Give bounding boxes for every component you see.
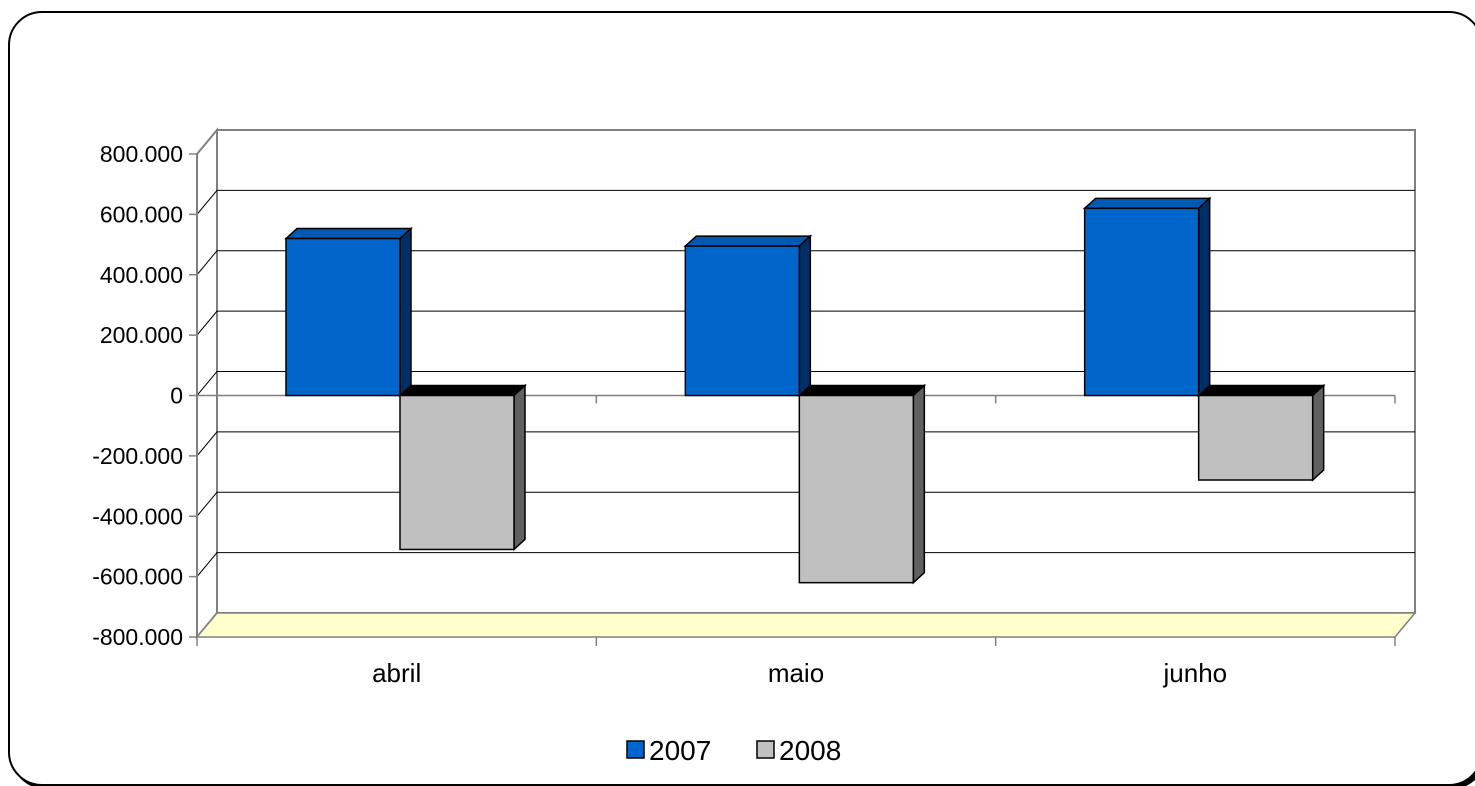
bar-junho-2008 <box>1196 383 1326 482</box>
legend-label-2008: 2008 <box>779 735 841 766</box>
bar-front-maio-2007 <box>684 245 801 397</box>
bar-side-maio-2008 <box>912 383 926 585</box>
y-tick-label: -800.000 <box>92 624 183 650</box>
gridline <box>196 431 1415 457</box>
gridline <box>196 310 1415 336</box>
gridline <box>196 250 1415 276</box>
bar-maio-2008 <box>797 383 927 585</box>
bar-front-maio-2008 <box>798 394 915 584</box>
gridline <box>196 371 1415 396</box>
bar-side-maio-2007 <box>798 234 812 398</box>
bar-side-abril-2008 <box>513 383 526 552</box>
x-axis-labels: abril maio junho <box>372 658 1227 688</box>
bar-front-junho-2007 <box>1083 207 1200 397</box>
bar-abril-2008 <box>398 383 527 552</box>
x-label-junho: junho <box>1163 658 1228 688</box>
bar-maio-2007 <box>683 234 813 398</box>
y-tick-label: 600.000 <box>100 201 183 227</box>
legend: 2007 2008 <box>626 735 841 766</box>
x-label-maio: maio <box>768 658 824 688</box>
bar-front-abril-2007 <box>285 237 401 397</box>
y-axis-ticks: 800.000 600.000 400.000 200.000 0 -200.000 -40… <box>92 141 183 650</box>
bar-abril-2007 <box>284 226 413 398</box>
bar-side-junho-2007 <box>1197 196 1211 398</box>
bar-side-junho-2008 <box>1311 383 1325 482</box>
bar-top-maio-2008 <box>797 384 927 397</box>
bar-top-abril-2007 <box>284 227 413 240</box>
bar-front-abril-2008 <box>399 394 515 551</box>
legend-swatch-2008 <box>756 740 775 759</box>
legend-swatch-2007 <box>626 740 645 759</box>
bar-top-abril-2008 <box>398 384 527 397</box>
y-tick-label: 200.000 <box>100 322 183 348</box>
legend-label-2007: 2007 <box>649 735 711 766</box>
bar-top-junho-2008 <box>1196 384 1326 397</box>
bar-top-junho-2007 <box>1082 197 1212 210</box>
gridlines <box>196 189 1415 577</box>
gridline <box>196 552 1415 577</box>
gridline <box>196 189 1415 215</box>
y-tick-label: -200.000 <box>92 443 183 469</box>
bars <box>284 196 1326 585</box>
bar-top-maio-2007 <box>683 235 813 247</box>
y-tick-label: 400.000 <box>100 262 183 288</box>
floor <box>195 612 1417 638</box>
bar-front-junho-2008 <box>1197 394 1314 481</box>
y-tick-label: 800.000 <box>100 141 183 167</box>
gridline <box>196 491 1415 517</box>
y-tick-label: -400.000 <box>92 503 183 529</box>
bar-junho-2007 <box>1082 196 1212 398</box>
y-tick-label: 0 <box>170 383 183 409</box>
x-label-abril: abril <box>372 658 421 688</box>
bar-side-abril-2007 <box>399 226 412 398</box>
y-tick-label: -600.000 <box>92 564 183 590</box>
